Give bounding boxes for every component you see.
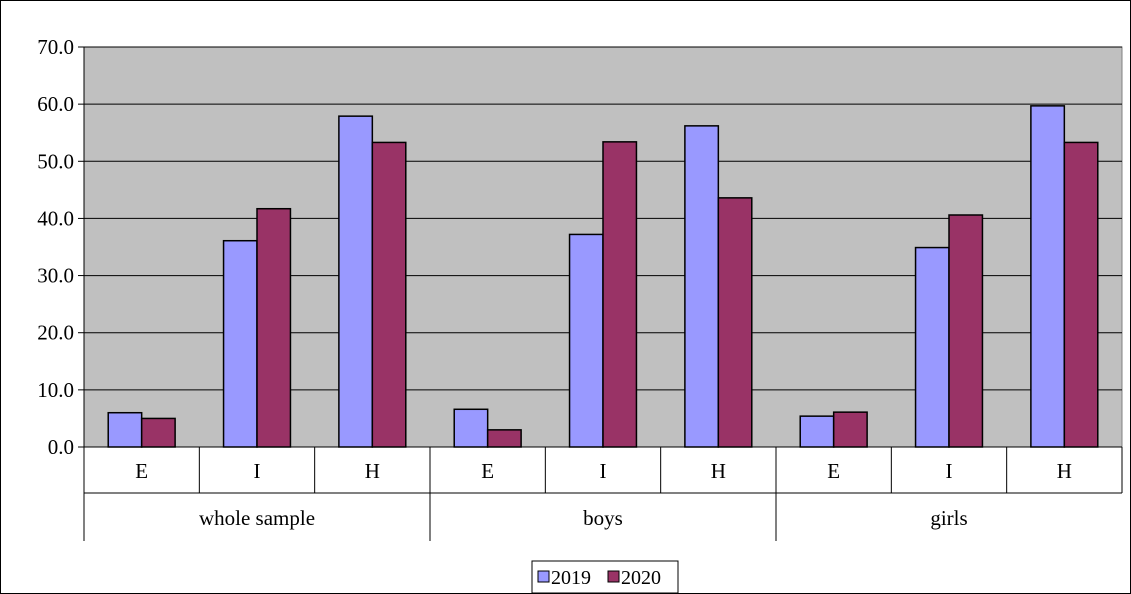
x-category-label: I <box>254 459 261 483</box>
x-group-label: boys <box>583 506 623 530</box>
bar-2019-I <box>914 246 950 448</box>
bar-2020-I <box>602 141 638 448</box>
bar-2019-E <box>107 411 143 448</box>
bar-2019-E <box>799 415 835 448</box>
bar-2019-H <box>338 115 374 448</box>
x-category-label: I <box>600 459 607 483</box>
bar-2019-H <box>684 125 720 448</box>
bar-2020-H <box>717 197 753 448</box>
y-tick-label: 30.0 <box>37 264 74 288</box>
x-category-label: E <box>135 459 148 483</box>
legend-swatch-2019 <box>537 570 550 583</box>
x-group-label: whole sample <box>199 506 315 530</box>
bar-2019-I <box>568 233 604 448</box>
y-tick-label: 40.0 <box>37 206 74 230</box>
bar-2020-H <box>371 141 407 448</box>
legend-swatch-2020 <box>607 570 620 583</box>
y-tick-label: 0.0 <box>48 435 74 459</box>
bar-2020-E <box>832 411 868 448</box>
bar-2020-I <box>948 214 984 448</box>
y-tick-label: 70.0 <box>37 35 74 59</box>
legend-label-2020: 2020 <box>621 567 661 589</box>
bar-2020-H <box>1063 141 1099 448</box>
bar-2020-E <box>140 417 176 448</box>
y-tick-label: 20.0 <box>37 321 74 345</box>
bar-2019-E <box>453 408 489 448</box>
x-category-label: H <box>365 459 380 483</box>
legend-label-2019: 2019 <box>551 567 591 589</box>
bar-2020-I <box>256 207 292 448</box>
bar-2019-I <box>222 239 258 448</box>
x-category-label: H <box>1057 459 1072 483</box>
y-tick-label: 50.0 <box>37 149 74 173</box>
x-category-label: I <box>946 459 953 483</box>
bar-2019-H <box>1030 105 1066 448</box>
x-category-label: E <box>827 459 840 483</box>
bar-2020-E <box>486 429 522 448</box>
x-group-label: girls <box>930 506 967 530</box>
y-tick-label: 10.0 <box>37 378 74 402</box>
y-tick-label: 60.0 <box>37 92 74 116</box>
legend-box <box>531 560 679 594</box>
x-category-label: H <box>711 459 726 483</box>
x-category-label: E <box>481 459 494 483</box>
legend: 2019 2020 <box>531 560 679 594</box>
